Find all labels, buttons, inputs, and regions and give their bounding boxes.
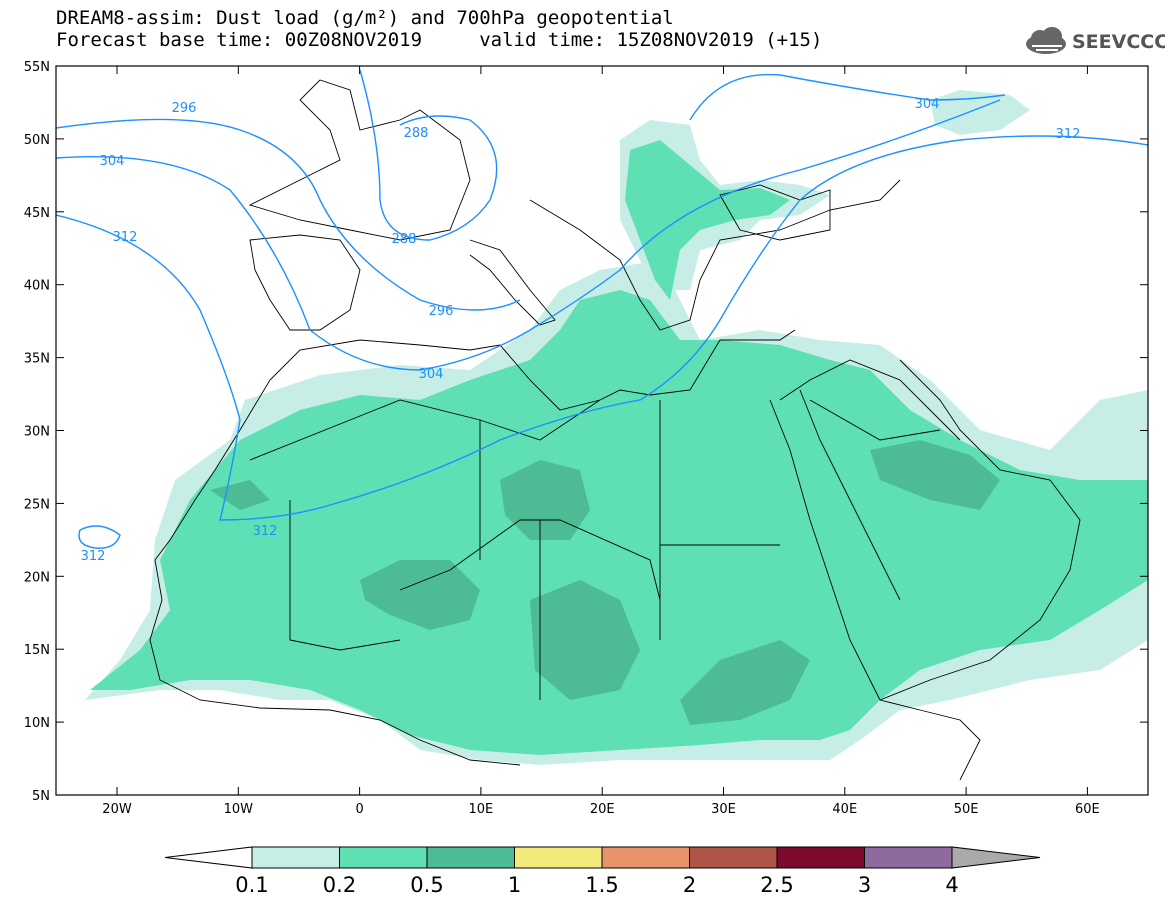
lat-label: 5N: [32, 789, 50, 804]
coastline-horn: [879, 699, 981, 781]
colorbar-segment: [864, 846, 953, 869]
lat-label: 35N: [24, 352, 50, 367]
coastline-black-sea: [719, 184, 831, 241]
contour-304: [56, 99, 1001, 371]
contour-label: 312: [113, 230, 138, 245]
contour-label: 312: [1056, 127, 1081, 142]
lat-label: 40N: [24, 279, 50, 294]
cloud-icon: [1026, 27, 1066, 54]
colorbar-segment: [689, 846, 778, 869]
contour-label: 296: [172, 101, 197, 116]
lon-label: 60E: [1075, 802, 1100, 817]
colorbar-label: 1.5: [585, 873, 618, 897]
contour-label: 296: [429, 304, 454, 319]
colorbar-label: 1: [508, 873, 521, 897]
dust-area-dense-3: [530, 580, 640, 700]
lat-label: 50N: [24, 133, 50, 148]
colorbar-label: 4: [945, 873, 958, 897]
dust-field: [85, 90, 1148, 765]
dust-area-dense-6: [210, 480, 270, 510]
dust-area-mid: [90, 290, 1148, 755]
colorbar-arrow-low: [164, 846, 253, 869]
colorbar-segment: [426, 846, 515, 869]
contour-312: [56, 135, 1148, 521]
lon-label: 50E: [954, 802, 979, 817]
coastlines: [149, 79, 1081, 781]
country-borders-africa: [249, 399, 780, 700]
coastline-red-sea: [769, 389, 901, 701]
forecast-time-subtitle: Forecast base time: 00Z08NOV2019 valid t…: [56, 29, 823, 51]
logo-text: SEEVCCC: [1072, 31, 1165, 53]
lon-label: 0: [355, 802, 363, 817]
lon-label: 10W: [224, 802, 254, 817]
lat-label: 45N: [24, 206, 50, 221]
contour-288: [359, 69, 498, 241]
seevccc-logo: [1026, 27, 1066, 54]
latitude-axis: 55N 50N 45N 40N 35N 30N 25N 20N 15N 10N 5N: [24, 60, 1148, 804]
contour-label: 304: [419, 367, 444, 382]
contour-label: 288: [392, 232, 417, 247]
lat-label: 55N: [24, 60, 50, 75]
map-title: DREAM8-assim: Dust load (g/m²) and 700hP…: [56, 7, 674, 29]
lon-label: 40E: [832, 802, 857, 817]
colorbar-label: 2.5: [760, 873, 793, 897]
lon-label: 20W: [102, 802, 132, 817]
coastline-italy: [469, 239, 556, 326]
colorbar-segment: [776, 846, 865, 869]
coastline-balkans: [529, 179, 901, 331]
contour-304-north: [689, 73, 1006, 121]
geopotential-contours: [56, 69, 1148, 549]
colorbar-segment: [251, 846, 340, 869]
lon-label: 20E: [590, 802, 615, 817]
colorbar: 0.1 0.2 0.5 1 1.5 2 2.5 3 4: [164, 846, 1041, 897]
dust-area-dense-1: [360, 560, 480, 630]
country-borders-mideast: [779, 359, 961, 441]
colorbar-arrow-high: [951, 846, 1041, 869]
colorbar-label: 0.5: [410, 873, 443, 897]
colorbar-label: 0.1: [235, 873, 268, 897]
lat-label: 15N: [24, 643, 50, 658]
dust-area-mid-europe: [625, 140, 790, 300]
dust-area-light-ne: [930, 90, 1030, 135]
contour-label: 288: [404, 126, 429, 141]
lat-label: 30N: [24, 425, 50, 440]
dust-area-dense-4: [680, 640, 810, 725]
dust-area-dense-5: [870, 440, 1000, 510]
contour-label: 312: [81, 549, 106, 564]
lon-label: 30E: [711, 802, 736, 817]
coastline-iberia: [249, 234, 361, 331]
contour-296: [56, 118, 521, 311]
coastline-france-uk: [248, 79, 471, 241]
longitude-axis: 20W 10W 0 10E 20E 30E 40E 50E 60E: [102, 66, 1100, 817]
contour-labels: 296 304 312 288 288 296 304 312 312 304 …: [81, 97, 1081, 564]
coastline-north-africa: [239, 329, 796, 431]
lat-label: 20N: [24, 570, 50, 585]
coastline-arabia: [879, 359, 1081, 701]
colorbar-segment: [339, 846, 428, 869]
lat-label: 10N: [24, 716, 50, 731]
colorbar-label: 0.2: [323, 873, 356, 897]
coastline-west-africa: [149, 429, 521, 766]
colorbar-label: 2: [683, 873, 696, 897]
contour-312-small: [78, 525, 121, 549]
lon-label: 10E: [469, 802, 494, 817]
contour-label: 304: [915, 97, 940, 112]
colorbar-segment: [514, 846, 603, 869]
colorbar-label: 3: [858, 873, 871, 897]
lat-label: 25N: [24, 497, 50, 512]
contour-label: 312: [253, 524, 278, 539]
colorbar-segment: [601, 846, 690, 869]
contour-label: 304: [100, 154, 125, 169]
